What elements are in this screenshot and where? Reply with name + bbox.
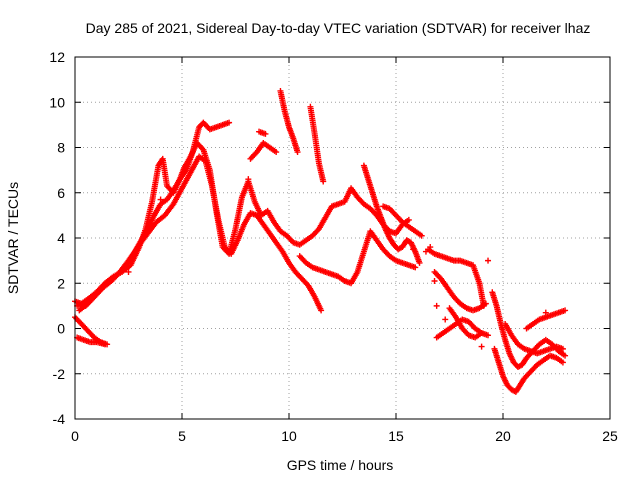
data-point [431,277,438,284]
series-track-k [360,162,423,266]
x-tick-label: 15 [388,428,404,444]
data-point [125,268,132,275]
data-point [442,316,449,323]
data-point [416,259,423,266]
data-point [562,352,569,359]
series-track-s [502,320,566,357]
series-track-n [431,268,489,314]
series-track-p [446,305,485,341]
data-point [478,343,485,350]
series-track-g [307,103,327,185]
series-track-t [523,307,569,332]
series-isolated-points [125,176,549,350]
y-tick-label: 8 [57,140,65,156]
data-point [410,246,417,253]
x-tick-label: 25 [602,428,618,444]
data-point [559,345,566,352]
data-point [226,119,233,126]
data-point [418,232,425,239]
series-track-j [296,228,419,287]
data-point [559,359,566,366]
data-points [72,87,569,395]
data-point [562,307,569,314]
data-point [485,257,492,264]
data-point [542,309,549,316]
y-tick-label: 0 [57,321,65,337]
data-point [273,149,280,156]
series-track-h [247,139,280,162]
series-track-q [489,289,569,370]
x-tick-label: 0 [71,428,79,444]
y-tick-label: -2 [53,366,66,382]
data-point [294,149,301,156]
data-point [485,332,492,339]
data-point [262,130,269,137]
data-point [256,214,263,221]
data-point [318,307,325,314]
data-point [412,264,419,271]
data-point [320,178,327,185]
data-point [245,176,252,183]
chart-title: Day 285 of 2021, Sidereal Day-to-day VTE… [86,20,591,36]
x-tick-label: 20 [495,428,511,444]
y-axis-label: SDTVAR / TECUs [5,182,21,294]
series-track-l [380,203,425,239]
data-point [480,300,487,307]
y-tick-label: 12 [49,49,65,65]
series-track-c [76,153,325,314]
data-point [101,341,108,348]
data-point [433,302,440,309]
y-tick-label: 4 [57,230,65,246]
data-point [478,330,485,337]
x-tick-label: 10 [281,428,297,444]
data-point [157,196,164,203]
y-tick-label: -4 [53,411,66,427]
series-track-e [74,334,108,348]
x-axis-label: GPS time / hours [287,457,394,473]
x-tick-label: 5 [178,428,186,444]
data-point [427,244,434,251]
series-track-r [491,345,566,395]
y-tick-label: 2 [57,275,65,291]
axis-ticks: 0 5 10 15 20 25 -4 -2 0 2 4 6 8 10 12 [49,49,618,444]
data-point [422,248,429,255]
series-track-f [277,87,301,156]
series-track-i [256,128,269,137]
y-tick-label: 6 [57,185,65,201]
y-tick-label: 10 [49,94,65,110]
data-point [405,216,412,223]
